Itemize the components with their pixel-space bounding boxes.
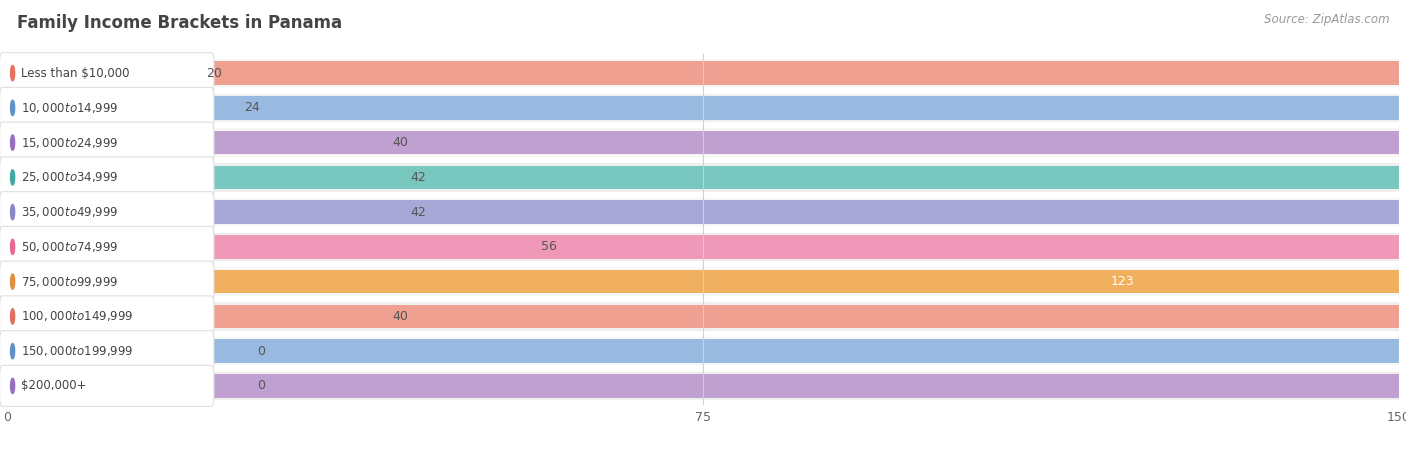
Text: $75,000 to $99,999: $75,000 to $99,999 xyxy=(21,274,118,288)
Bar xyxy=(7,198,1399,226)
Circle shape xyxy=(11,274,14,289)
Text: $35,000 to $49,999: $35,000 to $49,999 xyxy=(21,205,118,219)
Circle shape xyxy=(11,135,14,150)
Text: Less than $10,000: Less than $10,000 xyxy=(21,67,129,80)
FancyBboxPatch shape xyxy=(0,331,214,372)
FancyBboxPatch shape xyxy=(0,192,214,233)
Bar xyxy=(7,128,1399,157)
Bar xyxy=(7,200,1399,224)
Bar xyxy=(7,96,1399,120)
Text: $25,000 to $34,999: $25,000 to $34,999 xyxy=(21,171,118,184)
FancyBboxPatch shape xyxy=(0,261,214,302)
Bar xyxy=(7,166,1399,189)
Text: $100,000 to $149,999: $100,000 to $149,999 xyxy=(21,310,134,324)
Circle shape xyxy=(11,204,14,220)
Bar xyxy=(7,267,1399,296)
Text: 24: 24 xyxy=(243,101,260,114)
Bar xyxy=(7,339,1399,363)
Bar xyxy=(7,163,1399,192)
Text: 20: 20 xyxy=(207,67,222,80)
Text: Family Income Brackets in Panama: Family Income Brackets in Panama xyxy=(17,14,342,32)
Text: 42: 42 xyxy=(411,171,426,184)
Bar xyxy=(7,305,1399,328)
Text: 40: 40 xyxy=(392,136,408,149)
FancyBboxPatch shape xyxy=(0,296,214,337)
FancyBboxPatch shape xyxy=(0,365,214,406)
Text: 42: 42 xyxy=(411,206,426,219)
Bar xyxy=(7,270,1399,293)
Circle shape xyxy=(11,343,14,359)
Bar xyxy=(7,94,1399,122)
Text: Source: ZipAtlas.com: Source: ZipAtlas.com xyxy=(1264,14,1389,27)
Bar xyxy=(7,59,1399,87)
FancyBboxPatch shape xyxy=(0,157,214,198)
FancyBboxPatch shape xyxy=(0,226,214,267)
Text: 0: 0 xyxy=(257,345,266,358)
Bar xyxy=(7,131,1399,154)
Text: $150,000 to $199,999: $150,000 to $199,999 xyxy=(21,344,134,358)
Bar xyxy=(7,233,1399,261)
Text: $10,000 to $14,999: $10,000 to $14,999 xyxy=(21,101,118,115)
Circle shape xyxy=(11,65,14,81)
Bar xyxy=(7,337,1399,365)
Circle shape xyxy=(11,239,14,255)
Bar xyxy=(7,61,1399,85)
Circle shape xyxy=(11,378,14,394)
Bar xyxy=(7,302,1399,331)
Text: $200,000+: $200,000+ xyxy=(21,379,86,392)
FancyBboxPatch shape xyxy=(0,87,214,128)
Text: 0: 0 xyxy=(257,379,266,392)
Text: $50,000 to $74,999: $50,000 to $74,999 xyxy=(21,240,118,254)
Bar xyxy=(7,372,1399,400)
Circle shape xyxy=(11,309,14,324)
Text: 40: 40 xyxy=(392,310,408,323)
FancyBboxPatch shape xyxy=(0,122,214,163)
Text: $15,000 to $24,999: $15,000 to $24,999 xyxy=(21,135,118,149)
Text: 56: 56 xyxy=(540,240,557,253)
Text: 123: 123 xyxy=(1111,275,1135,288)
Circle shape xyxy=(11,100,14,116)
FancyBboxPatch shape xyxy=(0,53,214,94)
Bar xyxy=(7,235,1399,259)
Circle shape xyxy=(11,170,14,185)
Bar xyxy=(7,374,1399,398)
